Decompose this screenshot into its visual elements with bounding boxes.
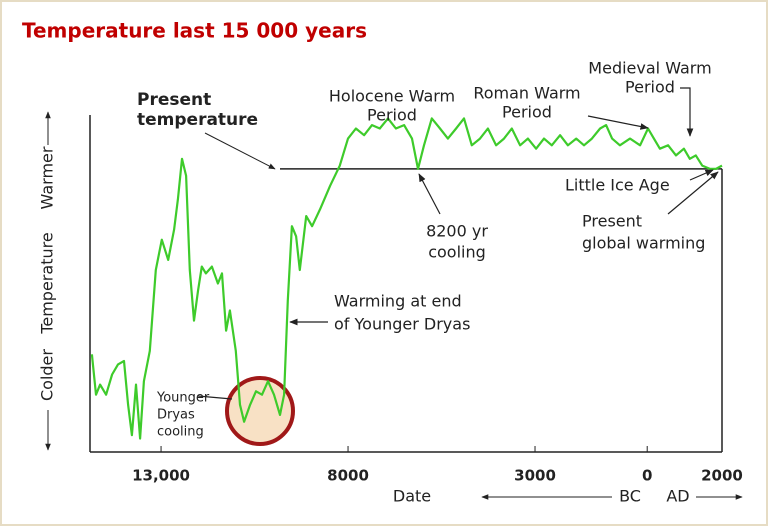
annotation: Little Ice Age: [565, 176, 670, 195]
annotation-arrow: [197, 395, 233, 400]
x-axis-label: Date: [393, 487, 431, 506]
annotation-arrow: [667, 171, 719, 215]
y-axis-label: Temperature: [38, 232, 57, 334]
x-tick-label: 13,000: [132, 467, 190, 485]
era-label: AD: [666, 487, 689, 506]
annotation: Warming at end: [334, 292, 462, 311]
y-axis-label: Colder: [38, 349, 57, 401]
highlight-circle: [225, 376, 295, 446]
annotation: Period: [367, 106, 417, 125]
reference-label: Present: [137, 90, 211, 110]
annotation: Dryas: [157, 408, 195, 423]
annotation: Holocene Warm: [329, 87, 455, 106]
annotation: Younger: [156, 391, 210, 406]
annotation: Present: [582, 212, 642, 231]
chart-title: Temperature last 15 000 years: [22, 19, 367, 43]
annotation-arrow: [418, 173, 441, 215]
annotation-arrow: [587, 115, 649, 130]
x-tick-label: 0: [642, 467, 652, 485]
reference-arrow: [204, 132, 276, 170]
annotation: Period: [625, 78, 675, 97]
era-label: BC: [619, 487, 641, 506]
annotation: Period: [502, 103, 552, 122]
annotation: global warming: [582, 234, 705, 253]
annotation-arrow: [680, 87, 694, 137]
reference-label: temperature: [137, 110, 258, 130]
x-tick-label: 2000: [701, 467, 743, 485]
x-tick-label: 3000: [514, 467, 556, 485]
annotation-arrow: [689, 169, 714, 181]
annotation: of Younger Dryas: [334, 315, 470, 334]
annotation: cooling: [157, 425, 204, 440]
temperature-line: [90, 117, 723, 440]
annotation: Roman Warm: [473, 84, 580, 103]
x-tick-label: 8000: [327, 467, 369, 485]
y-axis-label: Warmer: [38, 146, 57, 209]
annotation: cooling: [428, 243, 486, 262]
annotation: 8200 yr: [426, 222, 488, 241]
annotation: Medieval Warm: [588, 59, 711, 78]
